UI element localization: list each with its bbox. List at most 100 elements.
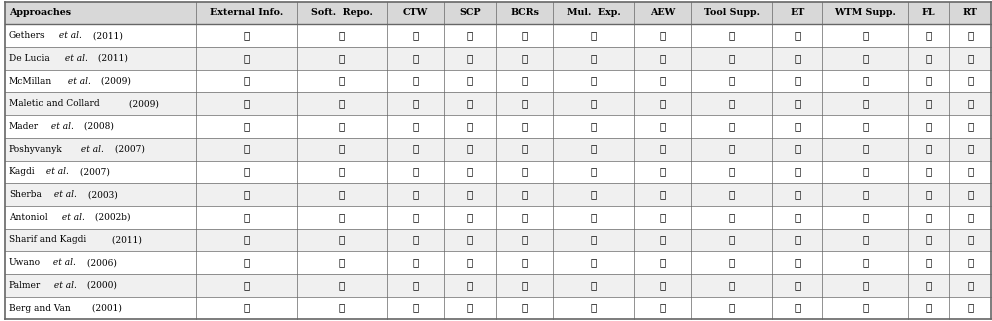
Bar bbox=[387, 206, 443, 229]
Bar bbox=[443, 274, 496, 297]
Text: WTM Supp.: WTM Supp. bbox=[834, 8, 896, 17]
Text: ✗: ✗ bbox=[926, 76, 931, 86]
Text: ✗: ✗ bbox=[728, 145, 735, 154]
Bar bbox=[908, 70, 949, 92]
Bar bbox=[908, 92, 949, 115]
Text: ✗: ✗ bbox=[728, 54, 735, 63]
Bar bbox=[634, 24, 691, 47]
Text: ✗: ✗ bbox=[244, 213, 250, 222]
Text: ✗: ✗ bbox=[795, 99, 801, 108]
Text: AEW: AEW bbox=[650, 8, 676, 17]
Text: (2011): (2011) bbox=[95, 54, 128, 63]
Text: RT: RT bbox=[962, 8, 978, 17]
Text: ✗: ✗ bbox=[522, 258, 528, 267]
Bar bbox=[908, 115, 949, 138]
Text: ✗: ✗ bbox=[522, 213, 528, 222]
Bar bbox=[908, 229, 949, 251]
Bar bbox=[822, 229, 908, 251]
Bar bbox=[634, 70, 691, 92]
Bar bbox=[387, 251, 443, 274]
Bar bbox=[496, 274, 554, 297]
Text: ✗: ✗ bbox=[862, 31, 868, 40]
Text: ✗: ✗ bbox=[467, 31, 473, 40]
Bar bbox=[691, 251, 772, 274]
Bar bbox=[496, 229, 554, 251]
Bar bbox=[196, 24, 298, 47]
Text: ✗: ✗ bbox=[467, 54, 473, 63]
Text: ✗: ✗ bbox=[339, 76, 345, 86]
Bar bbox=[496, 160, 554, 183]
Text: ✗: ✗ bbox=[413, 190, 419, 199]
Bar bbox=[691, 115, 772, 138]
Bar bbox=[496, 297, 554, 319]
Bar bbox=[691, 92, 772, 115]
Text: (2000): (2000) bbox=[84, 281, 117, 290]
Bar bbox=[554, 47, 634, 70]
Bar bbox=[443, 160, 496, 183]
Text: ✗: ✗ bbox=[339, 213, 345, 222]
Text: ✓: ✓ bbox=[967, 76, 973, 86]
Bar bbox=[949, 251, 991, 274]
Text: ✗: ✗ bbox=[590, 54, 597, 63]
Text: ✗: ✗ bbox=[413, 213, 419, 222]
Text: ✗: ✗ bbox=[660, 76, 666, 86]
Bar bbox=[822, 251, 908, 274]
Bar bbox=[5, 229, 196, 251]
Bar bbox=[298, 206, 387, 229]
Text: ✗: ✗ bbox=[244, 235, 250, 245]
Text: ✓: ✓ bbox=[926, 145, 931, 154]
Text: FL: FL bbox=[922, 8, 935, 17]
Text: ✗: ✗ bbox=[660, 167, 666, 176]
Text: ✓: ✓ bbox=[728, 122, 735, 131]
Bar bbox=[908, 251, 949, 274]
Bar bbox=[387, 2, 443, 24]
Text: ✗: ✗ bbox=[660, 235, 666, 245]
Bar bbox=[634, 274, 691, 297]
Text: ✗: ✗ bbox=[339, 31, 345, 40]
Text: ✗: ✗ bbox=[728, 213, 735, 222]
Text: ✗: ✗ bbox=[967, 304, 973, 313]
Bar bbox=[196, 115, 298, 138]
Bar bbox=[691, 47, 772, 70]
Text: ✓: ✓ bbox=[967, 99, 973, 108]
Text: ✗: ✗ bbox=[413, 258, 419, 267]
Text: ✗: ✗ bbox=[467, 167, 473, 176]
Text: ✗: ✗ bbox=[862, 99, 868, 108]
Text: ✗: ✗ bbox=[467, 258, 473, 267]
Bar bbox=[298, 274, 387, 297]
Text: ✗: ✗ bbox=[728, 235, 735, 245]
Bar bbox=[387, 160, 443, 183]
Text: ✓: ✓ bbox=[728, 76, 735, 86]
Bar bbox=[634, 160, 691, 183]
Text: (2007): (2007) bbox=[112, 145, 145, 154]
Text: Gethers: Gethers bbox=[9, 31, 46, 40]
Text: ✗: ✗ bbox=[862, 54, 868, 63]
Text: ✗: ✗ bbox=[590, 122, 597, 131]
Text: ✗: ✗ bbox=[244, 122, 250, 131]
Bar bbox=[691, 274, 772, 297]
Text: McMillan: McMillan bbox=[9, 76, 53, 86]
Bar bbox=[496, 47, 554, 70]
Text: ✗: ✗ bbox=[862, 258, 868, 267]
Text: et al.: et al. bbox=[52, 190, 77, 199]
Text: ✗: ✗ bbox=[660, 54, 666, 63]
Text: ✗: ✗ bbox=[660, 190, 666, 199]
Text: ✗: ✗ bbox=[795, 190, 801, 199]
Text: ✓: ✓ bbox=[795, 235, 801, 245]
Bar bbox=[822, 274, 908, 297]
Text: Approaches: Approaches bbox=[9, 8, 71, 17]
Text: ✗: ✗ bbox=[522, 190, 528, 199]
Text: ✗: ✗ bbox=[467, 304, 473, 313]
Text: CTW: CTW bbox=[403, 8, 428, 17]
Text: ✓: ✓ bbox=[967, 54, 973, 63]
Bar bbox=[822, 47, 908, 70]
Bar bbox=[496, 70, 554, 92]
Text: Maletic and Collard: Maletic and Collard bbox=[9, 99, 99, 108]
Bar bbox=[634, 138, 691, 160]
Text: et al.: et al. bbox=[64, 76, 90, 86]
Text: ✗: ✗ bbox=[926, 258, 931, 267]
Bar bbox=[772, 160, 822, 183]
Text: et al.: et al. bbox=[51, 258, 76, 267]
Bar bbox=[554, 138, 634, 160]
Text: ✗: ✗ bbox=[926, 54, 931, 63]
